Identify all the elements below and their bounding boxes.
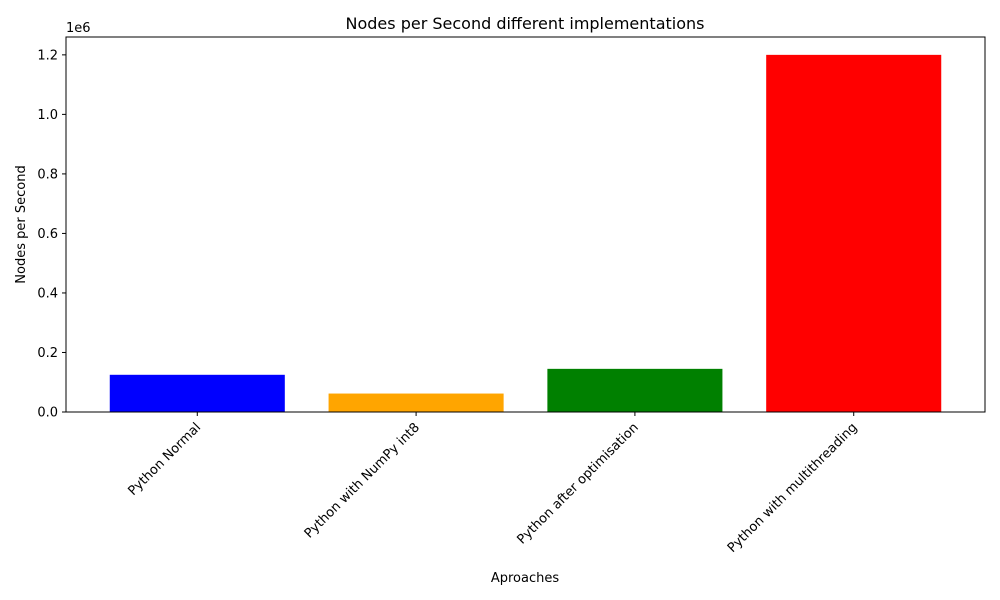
y-tick-label-5: 1.0 [37, 108, 58, 123]
bars-group [109, 54, 942, 412]
x-axis-label: Aproaches [491, 571, 560, 586]
x-tick-label-0: Python Normal [125, 420, 204, 499]
chart-title: Nodes per Second different implementatio… [346, 14, 705, 33]
x-tick-label-2: Python after optimisation [515, 420, 642, 547]
y-tick-label-6: 1.2 [37, 48, 58, 63]
x-axis-ticks: Python Normal Python with NumPy int8 Pytho… [125, 412, 861, 556]
y-tick-label-0: 0.0 [37, 406, 58, 421]
bar-3 [766, 54, 942, 412]
y-tick-label-4: 0.8 [37, 167, 58, 182]
bar-1 [328, 393, 504, 412]
x-tick-label-3: Python with multithreading [725, 420, 861, 556]
plot-frame [65, 36, 986, 413]
y-tick-label-1: 0.2 [37, 346, 58, 361]
y-tick-label-2: 0.4 [37, 286, 58, 301]
x-tick-label-1: Python with NumPy int8 [302, 420, 423, 541]
y-axis-label: Nodes per Second [14, 165, 29, 283]
y-axis-ticks: 0.0 0.2 0.4 0.6 0.8 1.0 1.2 [37, 48, 66, 421]
bar-2 [547, 368, 723, 412]
y-axis-offset-label: 1e6 [66, 21, 91, 36]
y-tick-label-3: 0.6 [37, 227, 58, 242]
bar-0 [109, 374, 285, 412]
